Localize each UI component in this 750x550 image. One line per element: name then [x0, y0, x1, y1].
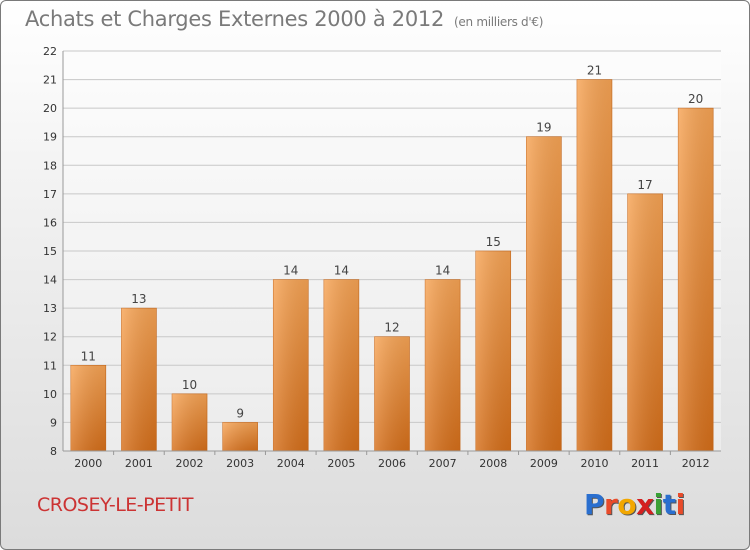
x-tick-label: 2012 [682, 457, 710, 470]
y-tick-label: 12 [43, 331, 57, 344]
logo-letter: t [662, 488, 676, 521]
y-tick-label: 16 [43, 216, 57, 229]
value-label: 20 [688, 92, 703, 106]
y-tick-label: 21 [43, 74, 57, 87]
x-tick-label: 2006 [378, 457, 406, 470]
bar-layer [70, 79, 714, 452]
value-label: 13 [131, 292, 146, 306]
y-tick-label: 8 [50, 445, 57, 458]
x-tick-label: 2009 [530, 457, 558, 470]
chart-subtitle: (en milliers d'€) [454, 15, 544, 29]
chart-title-main: Achats et Charges Externes 2000 à 2012 [25, 7, 445, 31]
x-tick-label: 2011 [631, 457, 659, 470]
y-tick-label: 11 [43, 359, 57, 372]
x-tick-label: 2003 [226, 457, 254, 470]
value-label: 10 [182, 378, 197, 392]
bar-shade-2008 [475, 251, 511, 451]
y-tick-label: 10 [43, 388, 57, 401]
bar-shade-2005 [323, 279, 359, 451]
logo-letter: P [584, 488, 605, 521]
y-tick-label: 17 [43, 188, 57, 201]
x-tick-label: 2004 [277, 457, 305, 470]
y-tick-label: 13 [43, 302, 57, 315]
logo-letter: x [636, 488, 654, 521]
x-tick-label: 2002 [176, 457, 204, 470]
logo-letter: i [653, 488, 664, 521]
bar-shade-2000 [70, 365, 106, 451]
bar-shade-2012 [678, 108, 714, 452]
proxiti-logo[interactable]: Proxiti [584, 488, 685, 521]
bar-shade-2002 [172, 393, 208, 451]
value-label: 9 [236, 406, 244, 420]
value-label: 12 [384, 321, 399, 335]
bar-shade-2003 [222, 422, 258, 451]
value-label: 11 [81, 349, 96, 363]
x-tick-label: 2005 [327, 457, 355, 470]
y-tick-label: 14 [43, 274, 57, 287]
bar-shade-2010 [576, 79, 612, 452]
bar-shade-2011 [627, 193, 663, 451]
bar-shade-2004 [273, 279, 309, 451]
value-label: 17 [637, 178, 652, 192]
value-label: 14 [334, 264, 349, 278]
x-tick-label: 2001 [125, 457, 153, 470]
x-tick-label: 2008 [479, 457, 507, 470]
y-tick-label: 20 [43, 102, 57, 115]
bar-shade-2006 [374, 336, 410, 451]
x-tick-label: 2000 [74, 457, 102, 470]
logo-letter: r [604, 488, 618, 521]
value-label: 15 [486, 235, 501, 249]
chart-title: Achats et Charges Externes 2000 à 2012 (e… [25, 7, 543, 31]
x-tick-label: 2007 [429, 457, 457, 470]
y-tick-label: 9 [50, 416, 57, 429]
bar-shade-2009 [526, 136, 562, 451]
value-label: 14 [283, 264, 298, 278]
value-label: 21 [587, 64, 602, 78]
bar-shade-2001 [121, 308, 157, 451]
value-label: 14 [435, 264, 450, 278]
y-tick-label: 15 [43, 245, 57, 258]
commune-name: CROSEY-LE-PETIT [37, 494, 193, 516]
y-tick-label: 18 [43, 159, 57, 172]
bar-shade-2007 [425, 279, 461, 451]
axis-layer: 8 9 10 11 12 13 14 15 16 17 18 19 20 21 22 11 2000 13 2001… [43, 45, 721, 470]
y-tick-label: 19 [43, 131, 57, 144]
logo-letter: o [617, 488, 637, 521]
value-label: 19 [536, 121, 551, 135]
x-tick-label: 2010 [580, 457, 608, 470]
y-tick-label: 22 [43, 45, 57, 58]
logo-letter: i [675, 488, 686, 521]
